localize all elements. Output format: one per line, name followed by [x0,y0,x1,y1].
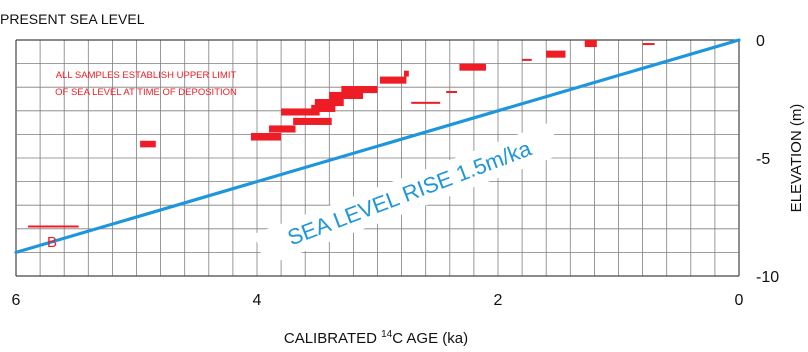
sample-bar [404,70,409,77]
y-tick-label: 0 [756,33,765,50]
sample-bar [28,225,79,228]
annotation: ALL SAMPLES ESTABLISH UPPER LIMIT OF SEA… [55,70,237,98]
samples [28,40,655,228]
sample-bar [584,40,597,48]
y-tick-label: -10 [756,269,779,286]
sample-bar [379,76,407,84]
sample-bar [311,104,336,112]
trend-label-background [253,122,562,266]
sample-bar [269,125,296,133]
y-axis-label: ELEVATION (m) [788,104,805,213]
x-axis-label-superscript: 14 [381,329,393,340]
trend-line [14,38,741,254]
annotation-line-2: OF SEA LEVEL AT TIME OF DEPOSITION [55,87,237,98]
sample-bar [293,117,332,125]
point-label-b: B [47,234,57,251]
x-tick-label: 4 [253,292,262,309]
sample-bar [140,140,156,148]
sample-bar [546,50,566,58]
sample-bar [314,99,344,107]
sample-bar [329,91,364,99]
sample-bar [446,90,458,93]
y-tick-labels: 0 -5 -10 [756,33,779,286]
x-axis-label-pre: CALIBRATED [284,330,381,347]
sample-bar [281,108,320,116]
x-axis-label: CALIBRATED 14C AGE (ka) [284,329,468,347]
chart-title: PRESENT SEA LEVEL [0,11,145,27]
x-tick-label: 6 [12,292,21,309]
trend-label-group: SEA LEVEL RISE 1.5m/ka [253,122,562,266]
sample-bar [522,58,532,61]
y-tick-label: -5 [756,151,770,168]
sample-bar [411,101,441,104]
sample-bar [250,132,282,141]
x-tick-labels: 6 4 2 0 [12,292,744,309]
sample-bar [341,86,378,94]
x-tick-label: 0 [735,292,744,309]
sample-bar [642,43,655,46]
annotation-line-1: ALL SAMPLES ESTABLISH UPPER LIMIT [56,70,237,81]
sample-bar [459,63,486,71]
x-axis-label-post: C AGE (ka) [392,330,468,347]
x-tick-label: 2 [494,292,503,309]
